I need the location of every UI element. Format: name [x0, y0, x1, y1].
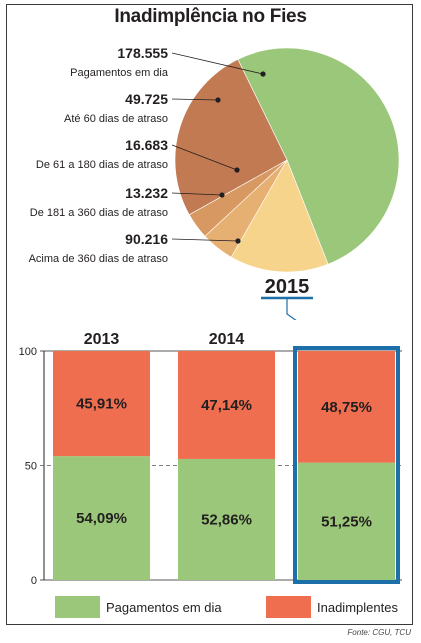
- chart-frame: [6, 4, 413, 625]
- pie-slice: [230, 159, 329, 273]
- y-tick-label: 100: [19, 346, 37, 358]
- pie-chart: 178.555 Pagamentos em dia 49.725 Até 60 dia…: [29, 45, 400, 320]
- bar-segment: [178, 458, 275, 580]
- pie-leader-dot: [215, 97, 221, 103]
- bars: 54,09% 45,91% 2013 52,86% 47,14% 2014 51,25% 48…: [53, 331, 400, 584]
- pie-category-label: De 61 a 180 dias de atraso: [36, 159, 168, 171]
- legend-item: Pagamentos em dia: [55, 596, 222, 618]
- legend-swatch: [55, 596, 100, 618]
- legend-swatch: [266, 596, 311, 618]
- pie-value-label: 49.725: [125, 91, 168, 107]
- chart-title: Inadimplência no Fies: [0, 6, 421, 28]
- x-category-label: 2014: [209, 331, 245, 348]
- pie-leader-dot: [260, 71, 266, 77]
- pie-label: 16.683 De 61 a 180 dias de atraso: [36, 137, 240, 173]
- pie-leader-dot: [219, 192, 225, 198]
- pie-slice: [174, 58, 288, 216]
- pie-value-label: 13.232: [125, 185, 168, 201]
- bar-segment: [298, 462, 395, 580]
- pie-category-label: Acima de 360 dias de atraso: [29, 253, 168, 265]
- bar-segment: [178, 351, 275, 459]
- pie-leader-line: [171, 52, 264, 75]
- bar-value-label: 45,91%: [76, 396, 127, 413]
- legend-label: Pagamentos em dia: [106, 600, 222, 615]
- bar-value-label: 51,25%: [321, 513, 372, 530]
- pie-value-label: 178.555: [117, 45, 168, 61]
- legend: Pagamentos em dia Inadimplentes: [55, 596, 398, 618]
- pie-labels: 178.555 Pagamentos em dia 49.725 Até 60 dia…: [29, 45, 266, 265]
- bar-value-label: 47,14%: [201, 397, 252, 414]
- pie-year-label: 2015: [265, 276, 310, 298]
- pie-value-label: 90.216: [125, 231, 168, 247]
- bar-segment: [53, 351, 150, 457]
- bar-value-label: 52,86%: [201, 511, 252, 528]
- y-tick-label: 50: [25, 461, 37, 473]
- bar-segment: [53, 456, 150, 580]
- highlight-box: [293, 346, 400, 584]
- pie-leader-line: [171, 144, 238, 171]
- pie-category-label: Até 60 dias de atraso: [64, 113, 168, 125]
- pie-category-label: Pagamentos em dia: [70, 67, 169, 79]
- pie-label: 90.216 Acima de 360 dias de atraso: [29, 231, 241, 265]
- y-tick-label: 0: [31, 575, 37, 587]
- pie-leader-dot: [235, 238, 241, 244]
- pie-label: 178.555 Pagamentos em dia: [70, 45, 266, 79]
- pie-leader-dot: [234, 167, 240, 173]
- pie-slices: [174, 47, 400, 273]
- bar-value-label: 54,09%: [76, 510, 127, 527]
- connector-line: [286, 299, 297, 320]
- pie-value-label: 16.683: [125, 137, 168, 153]
- pie-category-label: De 181 a 360 dias de atraso: [30, 207, 168, 219]
- pie-leader-line: [171, 238, 239, 242]
- source-note: Fonte: CGU, TCU: [347, 628, 411, 637]
- legend-item: Inadimplentes: [266, 596, 398, 618]
- bar-value-label: 48,75%: [321, 399, 372, 416]
- pie-slice: [237, 47, 400, 265]
- pie-leader-line: [171, 192, 223, 196]
- bar-segment: [298, 351, 395, 463]
- pie-leader-line: [171, 98, 219, 101]
- x-category-label: 2013: [84, 331, 120, 348]
- pie-label: 13.232 De 181 a 360 dias de atraso: [30, 185, 225, 219]
- pie-label: 49.725 Até 60 dias de atraso: [64, 91, 221, 125]
- legend-label: Inadimplentes: [317, 600, 398, 615]
